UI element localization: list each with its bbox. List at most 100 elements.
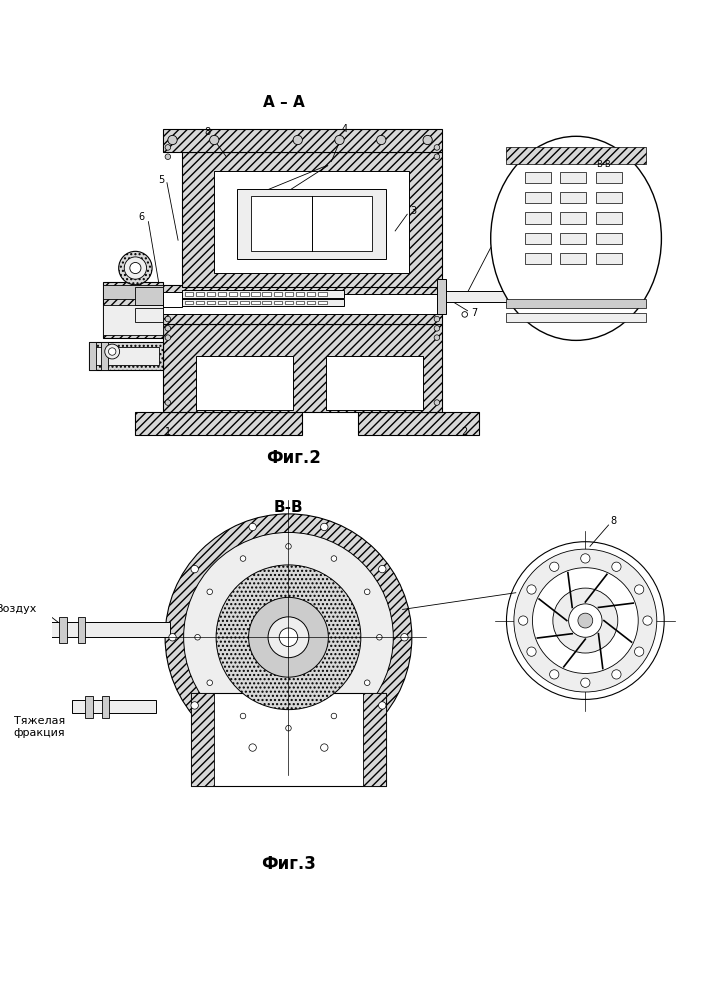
Circle shape — [165, 145, 171, 150]
Bar — [525, 253, 551, 265]
Bar — [101, 343, 108, 370]
Bar — [595, 172, 622, 183]
Circle shape — [165, 513, 412, 760]
Circle shape — [377, 136, 386, 145]
Bar — [442, 292, 544, 303]
Bar — [525, 172, 551, 183]
Circle shape — [506, 541, 664, 699]
Circle shape — [612, 562, 621, 571]
Circle shape — [184, 532, 393, 742]
Bar — [144, 294, 442, 315]
Circle shape — [216, 564, 361, 709]
Circle shape — [378, 701, 386, 709]
Text: 8: 8 — [610, 516, 616, 526]
Text: 4: 4 — [341, 124, 348, 134]
Circle shape — [165, 154, 171, 160]
Bar — [144, 285, 442, 324]
Circle shape — [331, 555, 337, 561]
Bar — [263, 301, 271, 305]
Bar — [103, 305, 163, 335]
Bar — [207, 301, 215, 305]
Bar — [182, 299, 344, 306]
Bar — [318, 301, 327, 305]
Circle shape — [195, 634, 200, 640]
Text: 1: 1 — [165, 428, 171, 438]
Bar — [358, 412, 479, 435]
Bar — [182, 152, 442, 287]
Bar — [241, 292, 248, 296]
Bar — [102, 695, 109, 718]
Bar — [274, 292, 282, 296]
Circle shape — [401, 633, 408, 641]
Circle shape — [378, 565, 386, 572]
Bar — [307, 292, 315, 296]
Bar — [73, 700, 156, 713]
Circle shape — [635, 647, 644, 656]
Bar — [285, 292, 293, 296]
Circle shape — [321, 523, 328, 530]
Bar — [218, 301, 226, 305]
Bar — [318, 292, 327, 296]
Circle shape — [249, 523, 256, 530]
Circle shape — [286, 543, 292, 549]
Text: Фиг.2: Фиг.2 — [266, 450, 320, 468]
Bar — [207, 292, 215, 296]
Bar — [595, 253, 622, 265]
Text: Фиг.3: Фиг.3 — [261, 854, 316, 873]
Circle shape — [423, 136, 432, 145]
Bar — [251, 196, 372, 252]
Circle shape — [527, 584, 536, 594]
Circle shape — [108, 348, 116, 356]
Bar — [191, 693, 214, 785]
Circle shape — [191, 701, 198, 709]
Circle shape — [581, 678, 590, 687]
Circle shape — [335, 136, 344, 145]
Bar — [307, 301, 315, 305]
Bar — [525, 213, 551, 224]
Bar — [263, 292, 271, 296]
Circle shape — [365, 589, 370, 594]
Circle shape — [612, 669, 621, 679]
Bar — [60, 616, 67, 642]
Bar — [560, 213, 587, 224]
Circle shape — [434, 335, 439, 341]
Bar — [229, 301, 238, 305]
Circle shape — [578, 613, 593, 628]
Circle shape — [241, 555, 246, 561]
Text: В-В: В-В — [274, 500, 303, 514]
Bar — [296, 292, 304, 296]
Bar — [163, 129, 442, 152]
Circle shape — [279, 628, 298, 646]
Bar — [251, 301, 260, 305]
Bar — [595, 192, 622, 203]
Bar — [89, 343, 96, 370]
Circle shape — [293, 136, 302, 145]
Text: 2: 2 — [462, 428, 468, 438]
Circle shape — [124, 257, 146, 279]
Bar — [191, 693, 386, 785]
Bar — [196, 357, 293, 410]
Bar — [136, 308, 163, 322]
Circle shape — [549, 669, 559, 679]
Circle shape — [165, 317, 171, 322]
Circle shape — [377, 634, 382, 640]
Bar — [525, 192, 551, 203]
Circle shape — [365, 680, 370, 685]
Circle shape — [168, 136, 177, 145]
Bar — [560, 253, 587, 265]
Circle shape — [207, 589, 213, 594]
Circle shape — [169, 633, 176, 641]
Bar — [238, 189, 386, 259]
Circle shape — [569, 603, 602, 637]
Bar — [163, 324, 442, 412]
Bar — [103, 285, 163, 299]
Bar — [136, 287, 163, 305]
Circle shape — [553, 588, 617, 653]
Bar — [185, 301, 193, 305]
Bar — [595, 213, 622, 224]
Circle shape — [241, 713, 246, 719]
Bar — [182, 291, 344, 298]
Text: 8: 8 — [205, 127, 211, 137]
Bar — [363, 693, 386, 785]
Circle shape — [207, 680, 213, 685]
